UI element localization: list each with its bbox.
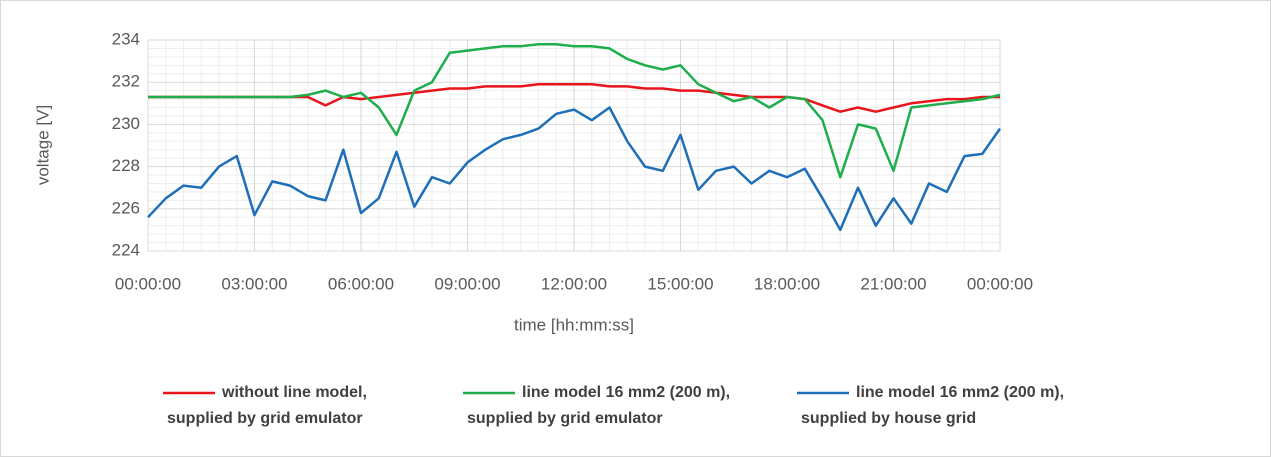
x-tick-label: 15:00:00 — [647, 274, 713, 293]
legend-label: line model 16 mm2 (200 m), supplied by gr… — [467, 384, 730, 427]
x-tick-label: 12:00:00 — [541, 274, 607, 293]
legend-label: without line model, supplied by grid emul… — [167, 384, 367, 427]
series-line — [147, 106, 1002, 232]
y-tick-label: 230 — [112, 114, 140, 133]
y-tick-label: 224 — [112, 240, 140, 259]
y-tick-label: 226 — [112, 198, 140, 217]
x-tick-label: 00:00:00 — [115, 274, 181, 293]
series-line — [148, 42, 1001, 179]
y-axis-label: voltage [V] — [33, 105, 52, 185]
x-tick-label: 18:00:00 — [754, 274, 820, 293]
x-tick-label: 00:00:00 — [967, 274, 1033, 293]
x-tick-label: 06:00:00 — [328, 274, 394, 293]
x-tick-label: 09:00:00 — [434, 274, 500, 293]
y-tick-label: 232 — [112, 72, 140, 91]
y-tick-label: 234 — [112, 29, 140, 48]
x-tick-label: 21:00:00 — [860, 274, 926, 293]
x-tick-label: 03:00:00 — [221, 274, 287, 293]
legend-label: line model 16 mm2 (200 m), supplied by ho… — [801, 384, 1064, 427]
x-axis-label: time [hh:mm:ss] — [514, 315, 634, 334]
y-tick-label: 228 — [112, 156, 140, 175]
